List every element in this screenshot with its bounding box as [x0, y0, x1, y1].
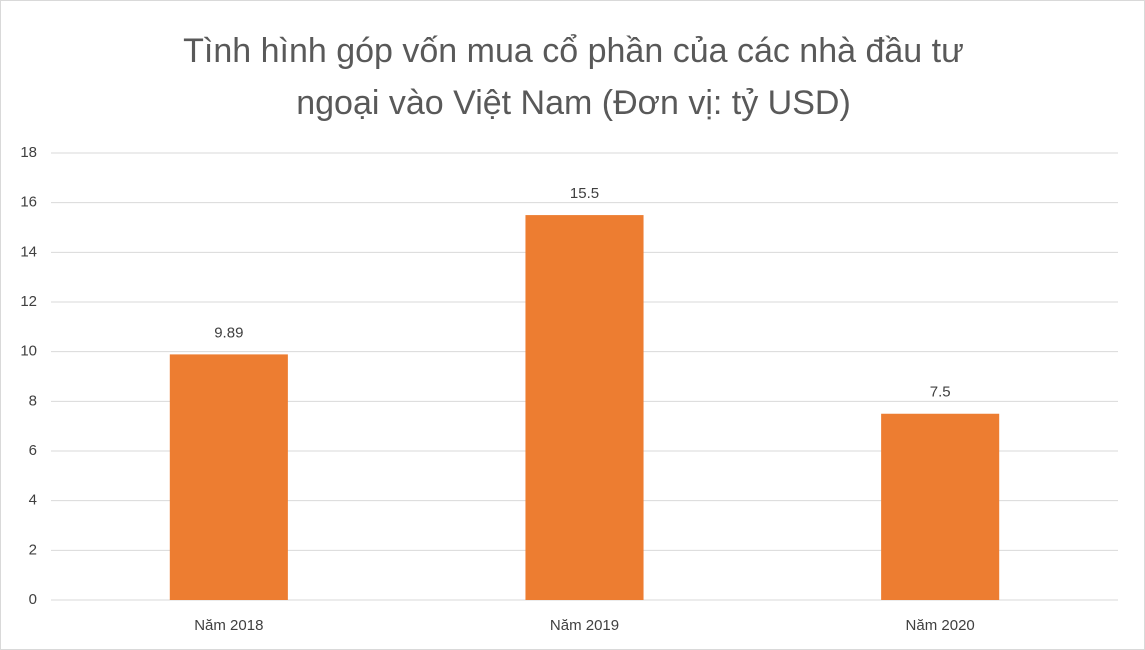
x-tick-label: Năm 2018 — [194, 617, 263, 634]
value-label: 9.89 — [214, 324, 243, 341]
bar — [169, 354, 288, 600]
y-tick-label: 8 — [29, 392, 37, 409]
x-tick-label: Năm 2019 — [550, 617, 619, 634]
bar — [525, 215, 644, 601]
y-tick-label: 12 — [20, 293, 37, 310]
value-label: 7.5 — [930, 384, 951, 401]
value-label: 15.5 — [570, 185, 599, 202]
y-tick-label: 2 — [29, 541, 37, 558]
bar — [881, 413, 1000, 600]
y-tick-label: 18 — [20, 144, 37, 161]
y-tick-label: 10 — [20, 343, 37, 360]
chart-title: Tình hình góp vốn mua cổ phần của các nh… — [183, 32, 964, 122]
y-tick-label: 0 — [29, 591, 37, 608]
y-tick-label: 4 — [29, 492, 37, 509]
y-tick-label: 14 — [20, 243, 37, 260]
y-tick-label: 16 — [20, 194, 37, 211]
y-tick-label: 6 — [29, 442, 37, 459]
x-tick-label: Năm 2020 — [906, 617, 975, 634]
